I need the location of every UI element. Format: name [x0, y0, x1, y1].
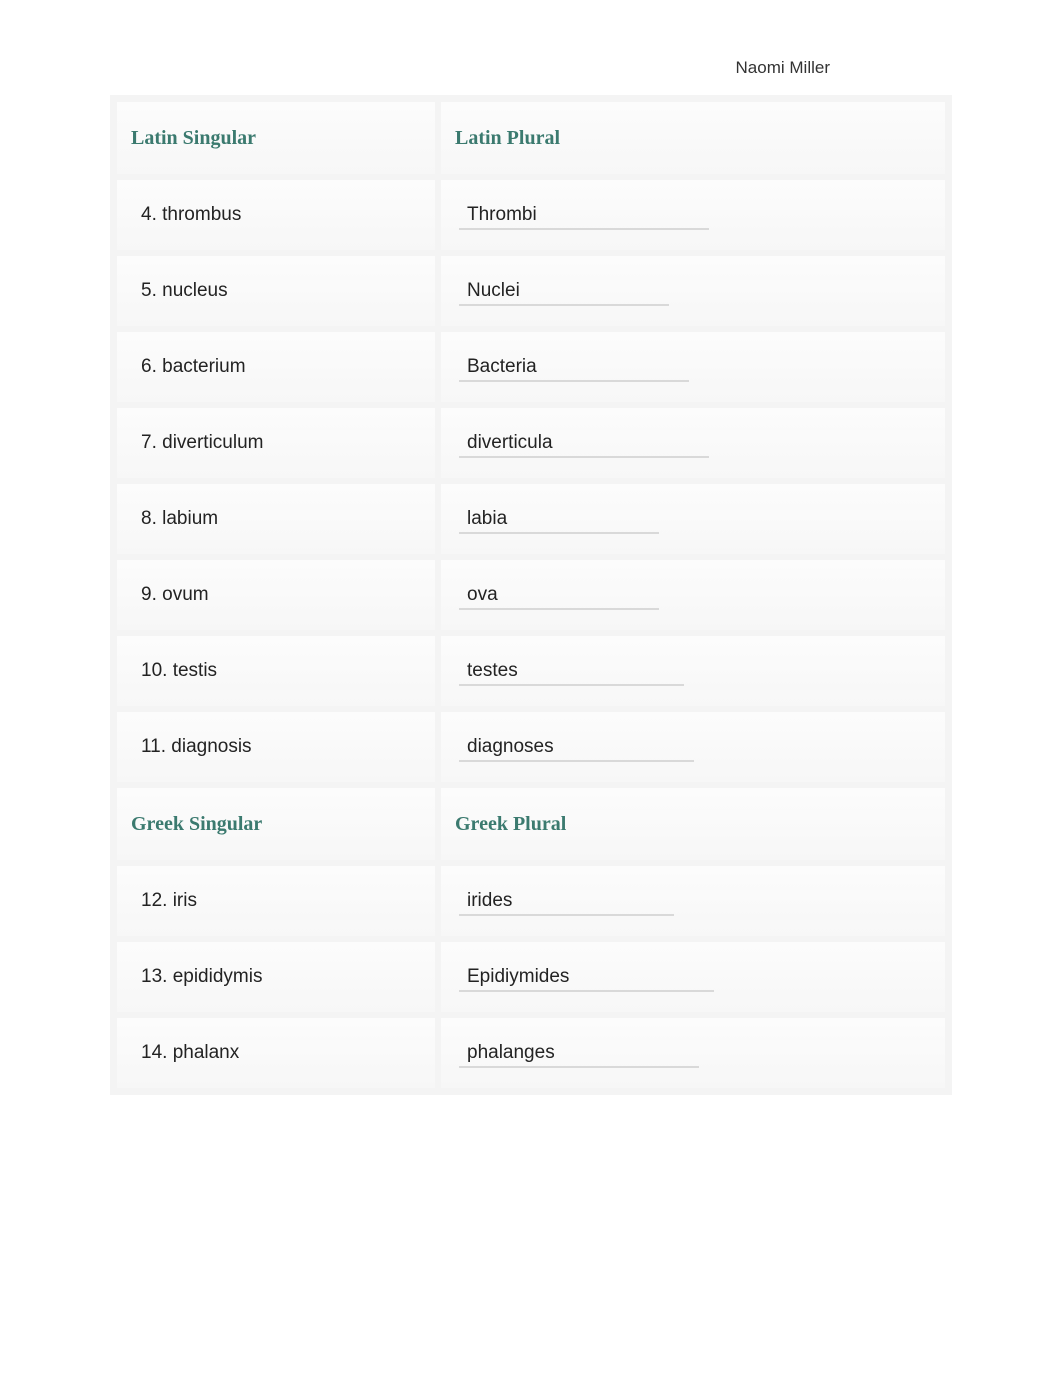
singular-cell: 10. testis	[114, 633, 438, 709]
plural-text: Epidiymides	[455, 966, 569, 988]
plural-cell: Nuclei	[438, 253, 948, 329]
plural-cell: diverticula	[438, 405, 948, 481]
header-right-text: Latin Plural	[455, 127, 560, 150]
plural-text: Bacteria	[455, 356, 537, 378]
singular-cell: 4. thrombus	[114, 177, 438, 253]
singular-text: 5. nucleus	[131, 280, 228, 302]
plural-text: irides	[455, 890, 512, 912]
plural-text: Thrombi	[455, 204, 537, 226]
table-row: 8. labium labia	[114, 481, 948, 557]
singular-text: 14. phalanx	[131, 1042, 239, 1064]
table-row: 11. diagnosis diagnoses	[114, 709, 948, 785]
plural-cell: Bacteria	[438, 329, 948, 405]
plural-cell: irides	[438, 863, 948, 939]
header-left-cell: Latin Singular	[114, 99, 438, 177]
worksheet-table: Latin Singular Latin Plural 4. thrombus Thr…	[110, 95, 952, 1095]
plural-cell: ova	[438, 557, 948, 633]
answer-underline	[459, 1066, 699, 1068]
answer-underline	[459, 304, 669, 306]
table-row: 4. thrombus Thrombi	[114, 177, 948, 253]
answer-underline	[459, 456, 709, 458]
table-row: 9. ovum ova	[114, 557, 948, 633]
answer-underline	[459, 380, 689, 382]
singular-text: 10. testis	[131, 660, 217, 682]
header-right-cell: Latin Plural	[438, 99, 948, 177]
plural-cell: Epidiymides	[438, 939, 948, 1015]
singular-text: 4. thrombus	[131, 204, 241, 226]
singular-text: 6. bacterium	[131, 356, 246, 378]
singular-cell: 13. epididymis	[114, 939, 438, 1015]
table-row: 6. bacterium Bacteria	[114, 329, 948, 405]
answer-underline	[459, 914, 674, 916]
singular-text: 9. ovum	[131, 584, 209, 606]
author-name: Naomi Miller	[736, 58, 830, 78]
singular-cell: 11. diagnosis	[114, 709, 438, 785]
plural-text: testes	[455, 660, 518, 682]
singular-cell: 14. phalanx	[114, 1015, 438, 1091]
header-right-text: Greek Plural	[455, 813, 566, 836]
plural-cell: Thrombi	[438, 177, 948, 253]
section-header-row: Greek Singular Greek Plural	[114, 785, 948, 863]
header-right-cell: Greek Plural	[438, 785, 948, 863]
header-left-cell: Greek Singular	[114, 785, 438, 863]
plural-text: ova	[455, 584, 498, 606]
singular-text: 12. iris	[131, 890, 197, 912]
singular-text: 7. diverticulum	[131, 432, 264, 454]
table-row: 14. phalanx phalanges	[114, 1015, 948, 1091]
plural-cell: labia	[438, 481, 948, 557]
answer-underline	[459, 990, 714, 992]
answer-underline	[459, 608, 659, 610]
plural-text: labia	[455, 508, 507, 530]
singular-cell: 6. bacterium	[114, 329, 438, 405]
table-row: 5. nucleus Nuclei	[114, 253, 948, 329]
singular-cell: 8. labium	[114, 481, 438, 557]
singular-cell: 7. diverticulum	[114, 405, 438, 481]
answer-underline	[459, 532, 659, 534]
header-left-text: Greek Singular	[131, 813, 262, 836]
section-header-row: Latin Singular Latin Plural	[114, 99, 948, 177]
singular-cell: 12. iris	[114, 863, 438, 939]
plural-text: phalanges	[455, 1042, 555, 1064]
singular-text: 11. diagnosis	[131, 736, 252, 758]
table-row: 13. epididymis Epidiymides	[114, 939, 948, 1015]
answer-underline	[459, 684, 684, 686]
answer-underline	[459, 228, 709, 230]
table-row: 12. iris irides	[114, 863, 948, 939]
answer-underline	[459, 760, 694, 762]
plural-cell: diagnoses	[438, 709, 948, 785]
header-left-text: Latin Singular	[131, 127, 256, 150]
table-row: 10. testis testes	[114, 633, 948, 709]
singular-text: 13. epididymis	[131, 966, 262, 988]
singular-cell: 5. nucleus	[114, 253, 438, 329]
singular-text: 8. labium	[131, 508, 218, 530]
table-row: 7. diverticulum diverticula	[114, 405, 948, 481]
plural-text: diagnoses	[455, 736, 554, 758]
singular-cell: 9. ovum	[114, 557, 438, 633]
plural-text: Nuclei	[455, 280, 520, 302]
plural-cell: testes	[438, 633, 948, 709]
plural-text: diverticula	[455, 432, 553, 454]
plural-cell: phalanges	[438, 1015, 948, 1091]
